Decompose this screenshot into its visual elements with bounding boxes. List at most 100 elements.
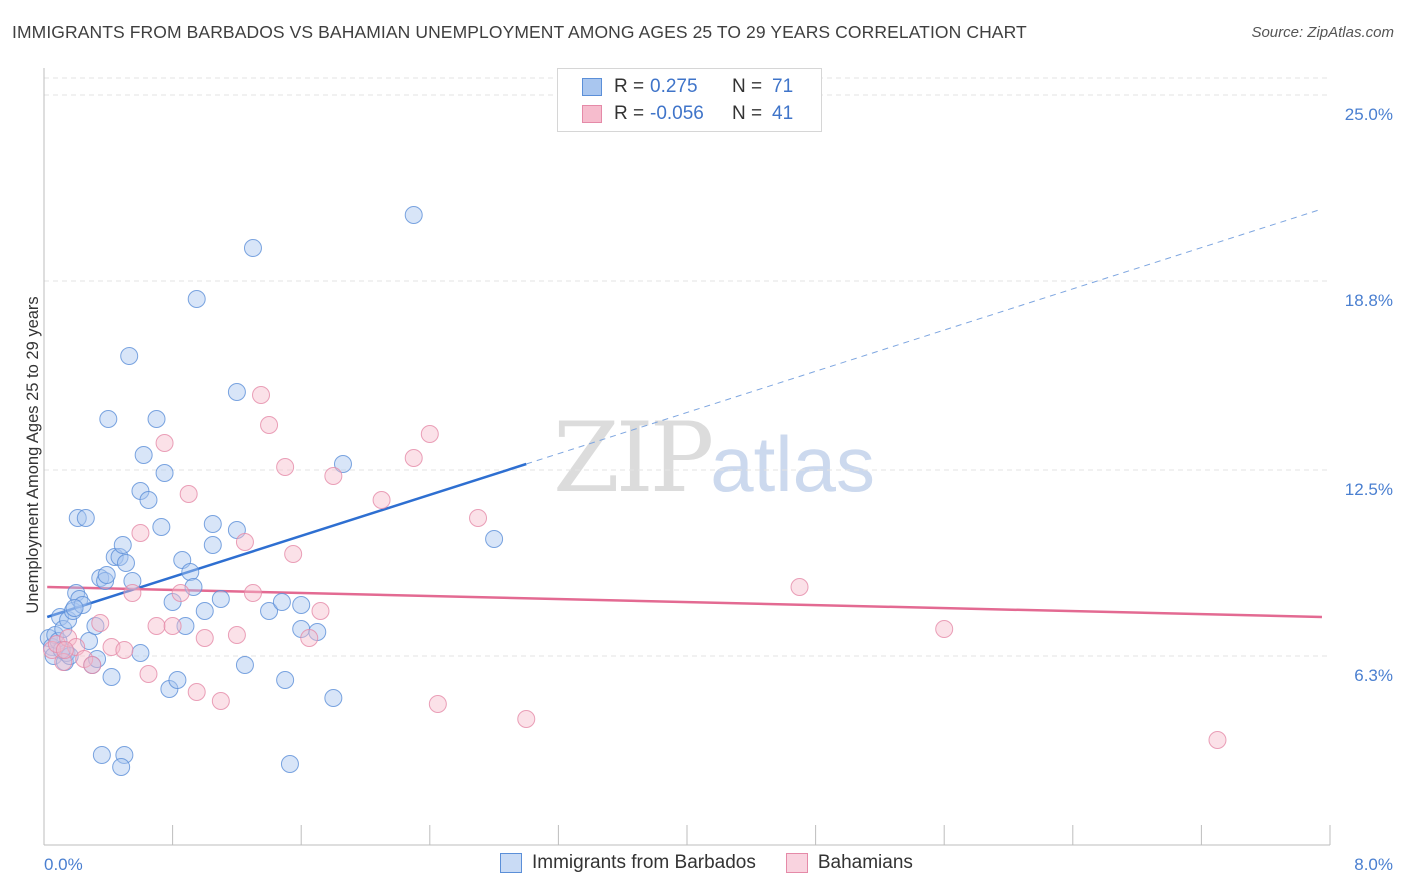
point-barbados (324, 689, 343, 707)
point-barbados (195, 602, 214, 620)
point-barbados (203, 536, 222, 554)
point-bahamians (171, 584, 190, 602)
point-barbados (168, 671, 187, 689)
correlation-legend: R = 0.275 N = 71 R = -0.056 N = 41 (557, 68, 822, 132)
point-barbados (70, 590, 89, 608)
point-barbados (276, 671, 295, 689)
source-label: Source: ZipAtlas.com (1251, 24, 1394, 41)
point-bahamians (123, 584, 142, 602)
point-barbados (139, 491, 158, 509)
point-barbados (211, 590, 230, 608)
r-label: R = (614, 103, 645, 124)
point-barbados (112, 758, 131, 776)
point-barbados (404, 206, 423, 224)
gridlines (44, 77, 1330, 657)
point-bahamians (252, 386, 271, 404)
r-label: R = (614, 76, 645, 97)
watermark-zip: ZIP (553, 402, 714, 514)
point-bahamians (311, 602, 330, 620)
point-bahamians (195, 629, 214, 647)
point-bahamians (935, 620, 954, 638)
watermark: ZIPatlas (553, 402, 875, 514)
legend-swatch-barbados (500, 853, 522, 873)
point-barbados (181, 563, 200, 581)
r-value-bahamians: -0.056 (650, 103, 704, 124)
point-barbados (155, 464, 174, 482)
legend-row-barbados: R = 0.275 N = 71 (582, 75, 793, 99)
data-points (39, 206, 1227, 776)
trendline-barbados-extension (526, 208, 1323, 465)
point-barbados (203, 515, 222, 533)
trendline-bahamians (47, 585, 1322, 619)
point-bahamians (115, 641, 134, 659)
point-barbados (152, 518, 171, 536)
point-barbados (86, 617, 105, 635)
point-barbados (115, 746, 134, 764)
legend-label-bahamians: Bahamians (817, 852, 913, 873)
n-label: N = (732, 103, 763, 124)
n-label: N = (732, 76, 763, 97)
point-bahamians (284, 545, 303, 563)
point-barbados (96, 572, 115, 590)
point-bahamians (260, 416, 279, 434)
point-bahamians (43, 641, 62, 659)
point-bahamians (187, 683, 206, 701)
point-bahamians (300, 629, 319, 647)
point-bahamians (276, 458, 295, 476)
point-bahamians (790, 578, 809, 596)
series-legend: Immigrants from Barbados Bahamians (500, 852, 943, 874)
point-barbados (120, 347, 139, 365)
point-bahamians (420, 425, 439, 443)
point-barbados (227, 383, 246, 401)
y-tick-label: 12.5% (1345, 480, 1393, 499)
chart-title: IMMIGRANTS FROM BARBADOS VS BAHAMIAN UNE… (12, 22, 1027, 42)
point-bahamians (211, 692, 230, 710)
trendlines (46, 208, 1323, 619)
legend-swatch-bahamians (582, 105, 602, 123)
point-barbados (113, 536, 132, 554)
point-barbados (65, 599, 84, 617)
point-barbados (134, 446, 153, 464)
point-barbados (187, 290, 206, 308)
y-tick-label: 25.0% (1345, 105, 1393, 124)
point-barbados (99, 410, 118, 428)
point-bahamians (404, 449, 423, 467)
point-bahamians (469, 509, 488, 527)
point-bahamians (131, 524, 150, 542)
point-barbados (92, 746, 111, 764)
point-barbados (97, 566, 116, 584)
legend-swatch-barbados (582, 78, 602, 96)
point-barbados (147, 410, 166, 428)
legend-swatch-bahamians (785, 853, 808, 873)
y-tick-label: 6.3% (1354, 666, 1393, 685)
point-bahamians (55, 641, 74, 659)
x-tick-label: 8.0% (1354, 855, 1393, 874)
legend-item-barbados: Immigrants from Barbados (500, 852, 756, 874)
point-barbados (54, 620, 73, 638)
point-bahamians (155, 434, 174, 452)
point-bahamians (139, 665, 158, 683)
point-bahamians (147, 617, 166, 635)
point-bahamians (1208, 731, 1227, 749)
point-barbados (272, 593, 291, 611)
y-axis-label: Unemployment Among Ages 25 to 29 years (24, 296, 42, 613)
point-barbados (485, 530, 504, 548)
point-barbados (102, 668, 121, 686)
legend-label-barbados: Immigrants from Barbados (532, 852, 756, 873)
point-bahamians (91, 614, 110, 632)
point-barbados (116, 554, 135, 572)
watermark-atlas: atlas (710, 420, 875, 508)
point-bahamians (83, 656, 102, 674)
x-tick-label: 0.0% (44, 855, 83, 874)
axes (43, 68, 1331, 846)
point-barbados (176, 617, 195, 635)
trendline-barbados (46, 462, 527, 619)
legend-row-bahamians: R = -0.056 N = 41 (582, 102, 793, 126)
point-bahamians (324, 467, 343, 485)
legend-item-bahamians: Bahamians (785, 852, 913, 874)
n-value-barbados: 71 (772, 76, 794, 97)
point-bahamians (517, 710, 536, 728)
point-bahamians (163, 617, 182, 635)
point-bahamians (227, 626, 246, 644)
